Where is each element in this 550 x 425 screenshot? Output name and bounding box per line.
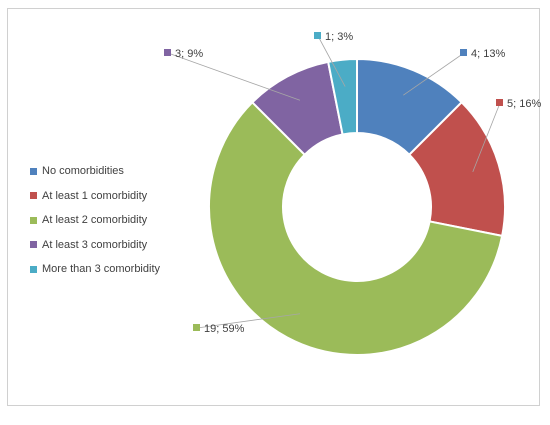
data-label-marker xyxy=(193,324,200,331)
leader-line xyxy=(167,52,301,101)
data-label: 19; 59% xyxy=(204,323,245,335)
legend-swatch xyxy=(30,192,37,200)
data-label: 1; 3% xyxy=(325,31,353,43)
legend: No comorbidities At least 1 comorbidity … xyxy=(30,159,160,282)
leader-line xyxy=(403,52,465,96)
legend-label: No comorbidities xyxy=(42,165,124,178)
legend-item: At least 3 comorbidity xyxy=(30,233,160,258)
leader-line xyxy=(317,35,346,87)
leader-line xyxy=(472,102,501,173)
legend-swatch xyxy=(30,241,37,249)
chart-frame: 4; 13% 5; 16% 19; 59% 3; 9% 1; 3% No comorbi… xyxy=(7,8,541,406)
legend-label: More than 3 comorbidity xyxy=(42,263,160,276)
legend-swatch xyxy=(30,167,37,175)
data-label: 5; 16% xyxy=(507,98,541,110)
data-label-marker xyxy=(460,49,467,56)
legend-label: At least 1 comorbidity xyxy=(42,189,148,202)
donut-slice xyxy=(326,57,358,136)
legend-swatch xyxy=(30,265,37,273)
legend-item: No comorbidities xyxy=(30,159,160,184)
data-label-marker xyxy=(164,49,171,56)
legend-label: At least 3 comorbidity xyxy=(42,238,148,251)
legend-item: At least 1 comorbidity xyxy=(30,184,160,209)
data-label-marker xyxy=(496,99,503,106)
legend-item: More than 3 comorbidity xyxy=(30,257,160,282)
legend-swatch xyxy=(30,216,37,224)
donut-slice xyxy=(208,100,504,356)
leader-line xyxy=(196,313,301,329)
legend-label: At least 2 comorbidity xyxy=(42,214,148,227)
data-label: 3; 9% xyxy=(175,48,203,60)
data-label-marker xyxy=(314,32,321,39)
legend-item: At least 2 comorbidity xyxy=(30,208,160,233)
donut-chart: 4; 13% 5; 16% 19; 59% 3; 9% 1; 3% xyxy=(164,31,541,356)
data-label: 4; 13% xyxy=(471,48,505,60)
